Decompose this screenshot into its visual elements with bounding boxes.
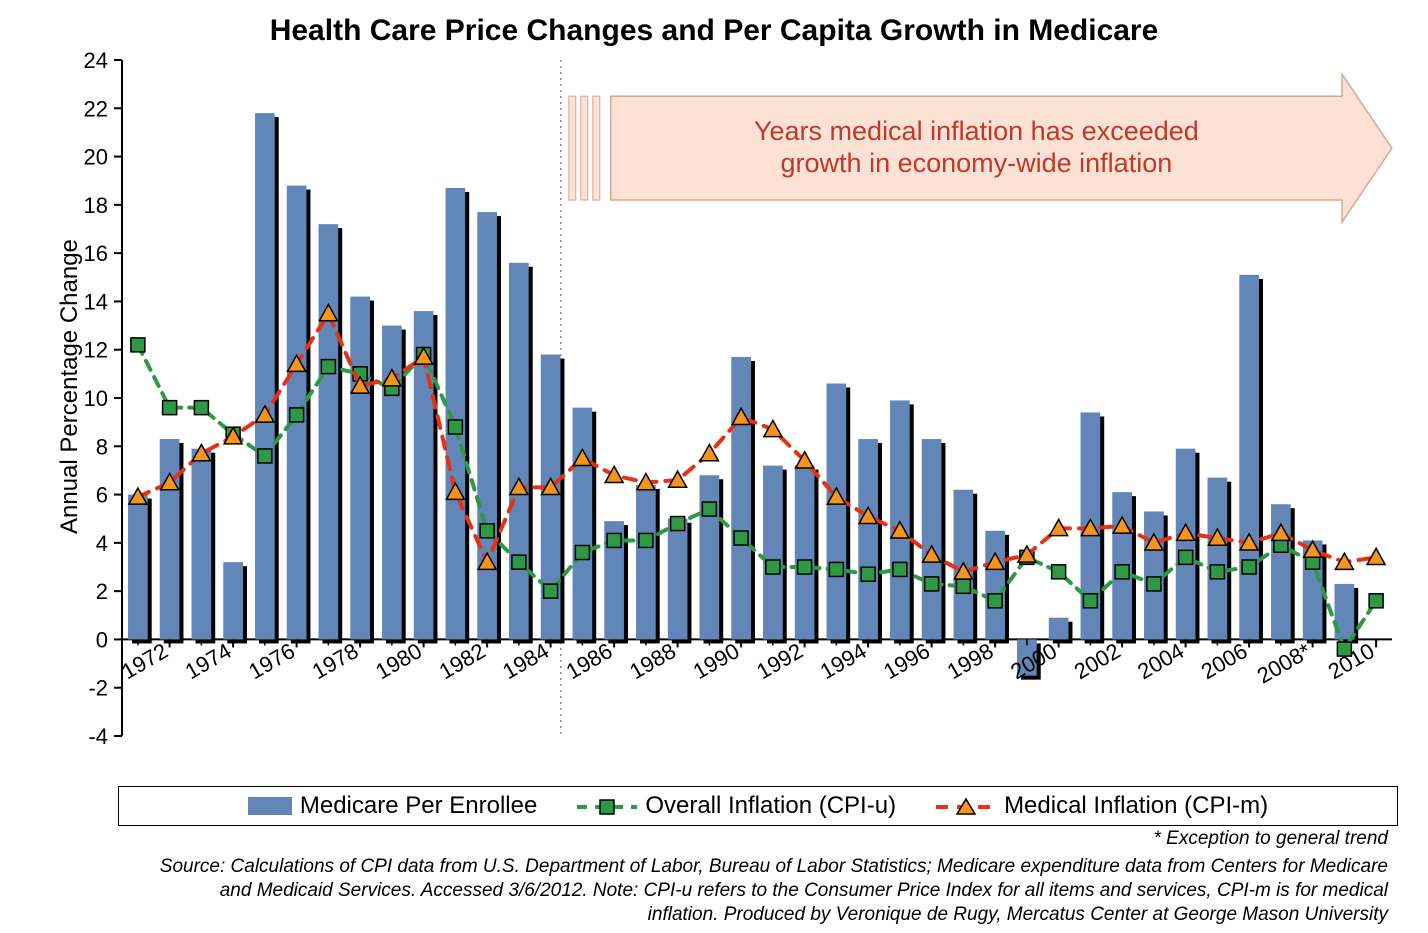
svg-text:4: 4	[96, 531, 108, 556]
svg-text:22: 22	[84, 96, 108, 121]
svg-text:1996: 1996	[879, 638, 934, 684]
svg-text:10: 10	[84, 386, 108, 411]
svg-text:-2: -2	[88, 676, 108, 701]
svg-text:1990: 1990	[689, 638, 744, 684]
source-text: Source: Calculations of CPI data from U.…	[60, 855, 1388, 926]
svg-text:1998: 1998	[943, 638, 998, 684]
legend-label: Medicare Per Enrollee	[300, 792, 537, 820]
svg-text:Years medical inflation has ex: Years medical inflation has exceeded	[754, 116, 1199, 146]
legend: Medicare Per Enrollee Overall Inflation (…	[118, 786, 1398, 826]
svg-text:1988: 1988	[625, 638, 680, 684]
svg-text:20: 20	[84, 145, 108, 170]
svg-text:0: 0	[96, 627, 108, 652]
svg-text:2002: 2002	[1070, 638, 1125, 684]
svg-text:-4: -4	[88, 724, 108, 749]
svg-text:12: 12	[84, 338, 108, 363]
svg-text:1992: 1992	[752, 638, 807, 684]
svg-text:1982: 1982	[435, 638, 490, 684]
svg-text:8: 8	[96, 434, 108, 459]
legend-item-bars: Medicare Per Enrollee	[248, 792, 537, 820]
legend-item-cpim: Medical Inflation (CPI-m)	[936, 792, 1268, 820]
svg-text:24: 24	[84, 48, 108, 73]
svg-text:14: 14	[84, 289, 108, 314]
svg-text:2004: 2004	[1133, 638, 1188, 684]
svg-text:1986: 1986	[562, 638, 617, 684]
legend-item-cpiu: Overall Inflation (CPI-u)	[577, 792, 896, 820]
svg-text:16: 16	[84, 241, 108, 266]
svg-text:1984: 1984	[498, 638, 553, 684]
svg-text:2008*: 2008*	[1253, 638, 1316, 689]
svg-text:1978: 1978	[308, 638, 363, 684]
chart-canvas: Years medical inflation has exceededgrow…	[0, 0, 1428, 820]
svg-text:18: 18	[84, 193, 108, 218]
svg-text:growth in economy-wide inflati: growth in economy-wide inflation	[781, 148, 1173, 178]
svg-text:2006: 2006	[1197, 638, 1252, 684]
footnote: * Exception to general trend	[1154, 828, 1389, 850]
svg-text:6: 6	[96, 483, 108, 508]
svg-text:1994: 1994	[816, 638, 871, 684]
legend-label: Medical Inflation (CPI-m)	[1004, 792, 1268, 820]
svg-text:1974: 1974	[181, 638, 236, 684]
legend-label: Overall Inflation (CPI-u)	[645, 792, 896, 820]
svg-text:1976: 1976	[244, 638, 299, 684]
svg-text:2: 2	[96, 579, 108, 604]
svg-text:1980: 1980	[371, 638, 426, 684]
svg-text:1972: 1972	[117, 638, 172, 684]
